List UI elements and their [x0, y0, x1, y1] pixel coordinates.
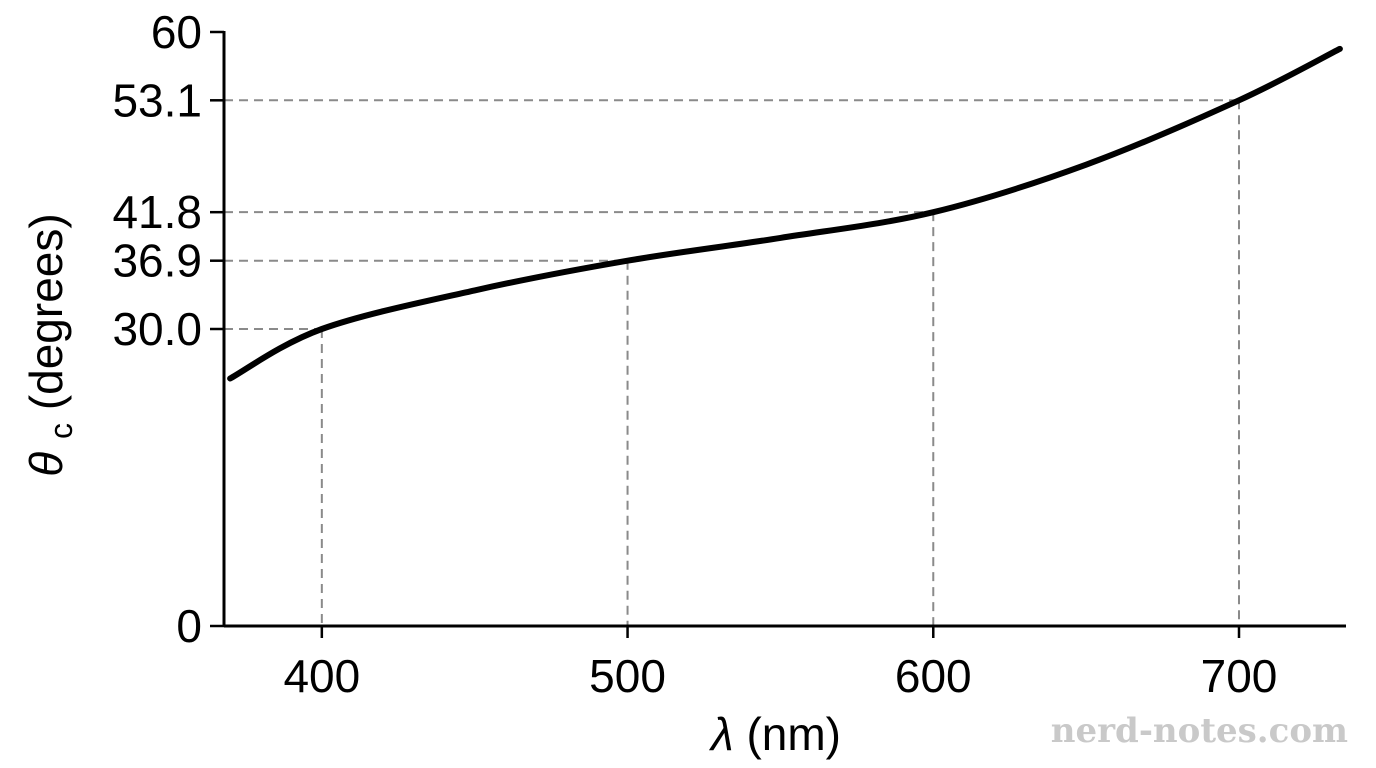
y-axis-title: θ c (degrees)	[20, 213, 82, 476]
y-tick-label: 60	[151, 6, 202, 58]
x-tick-label: 500	[589, 650, 666, 702]
x-axis-title: λ (nm)	[708, 708, 841, 760]
x-tick-label: 700	[1201, 650, 1278, 702]
curve-layer	[227, 45, 1343, 382]
watermark-text: nerd-notes.com	[1051, 711, 1348, 751]
x-ticks: 400 500 600 700	[283, 626, 1277, 702]
y-ticks: 0 30.0 36.941.8 53.1 60	[112, 6, 224, 652]
critical-angle-curve	[227, 45, 1343, 382]
y-tick-label: 53.1	[112, 74, 202, 126]
y-tick-label: 36.9	[112, 235, 202, 287]
y-axis-unit: (degrees)	[20, 213, 72, 410]
y-axis-subscript: c	[43, 423, 79, 439]
y-tick-label: 0	[176, 600, 202, 652]
x-axis-symbol: λ	[708, 708, 734, 760]
x-axis-unit: (nm)	[746, 708, 841, 760]
x-tick-label: 600	[895, 650, 972, 702]
y-axis-symbol: θ	[20, 452, 72, 477]
y-tick-label: 41.8	[112, 186, 202, 238]
reference-lines	[224, 99, 1240, 626]
y-tick-label: 30.0	[112, 303, 202, 355]
x-tick-label: 400	[283, 650, 360, 702]
